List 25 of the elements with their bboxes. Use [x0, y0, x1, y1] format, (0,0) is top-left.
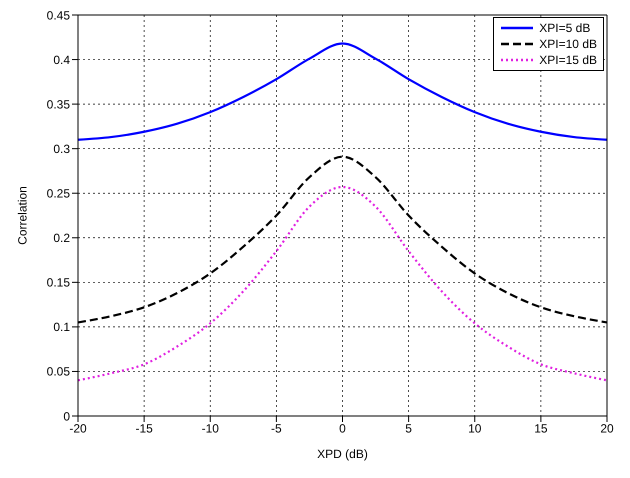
x-tick-label: 0	[339, 422, 346, 436]
y-tick-label: 0.1	[53, 320, 70, 334]
legend-label: XPI=5 dB	[539, 20, 590, 36]
x-tick-label: 10	[468, 422, 482, 436]
x-tick-label: 20	[600, 422, 614, 436]
x-tick-label: -10	[202, 422, 220, 436]
y-tick-label: 0.45	[46, 8, 70, 22]
y-axis-title: Correlation	[15, 186, 30, 245]
y-tick-label: 0.2	[53, 231, 70, 246]
y-tick-label: 0.4	[53, 52, 70, 67]
x-tick-label: 5	[405, 422, 412, 436]
y-tick-label: 0.25	[46, 186, 70, 200]
x-tick-label: -15	[135, 422, 154, 436]
y-tick-label: 0.3	[53, 142, 70, 156]
x-tick-label: -5	[271, 422, 282, 436]
y-tick-label: 0.35	[46, 97, 70, 112]
x-tick-label: -20	[69, 422, 87, 436]
y-tick-label: 0.05	[46, 364, 70, 379]
y-tick-label: 0	[63, 409, 70, 424]
line-series	[78, 186, 607, 382]
legend-label: XPI=10 dB	[539, 36, 597, 52]
x-tick-label: 15	[534, 422, 548, 436]
y-tick-label: 0.15	[46, 276, 70, 290]
legend-label: XPI=15 dB	[539, 52, 597, 68]
x-axis-title: XPD (dB)	[317, 447, 368, 461]
